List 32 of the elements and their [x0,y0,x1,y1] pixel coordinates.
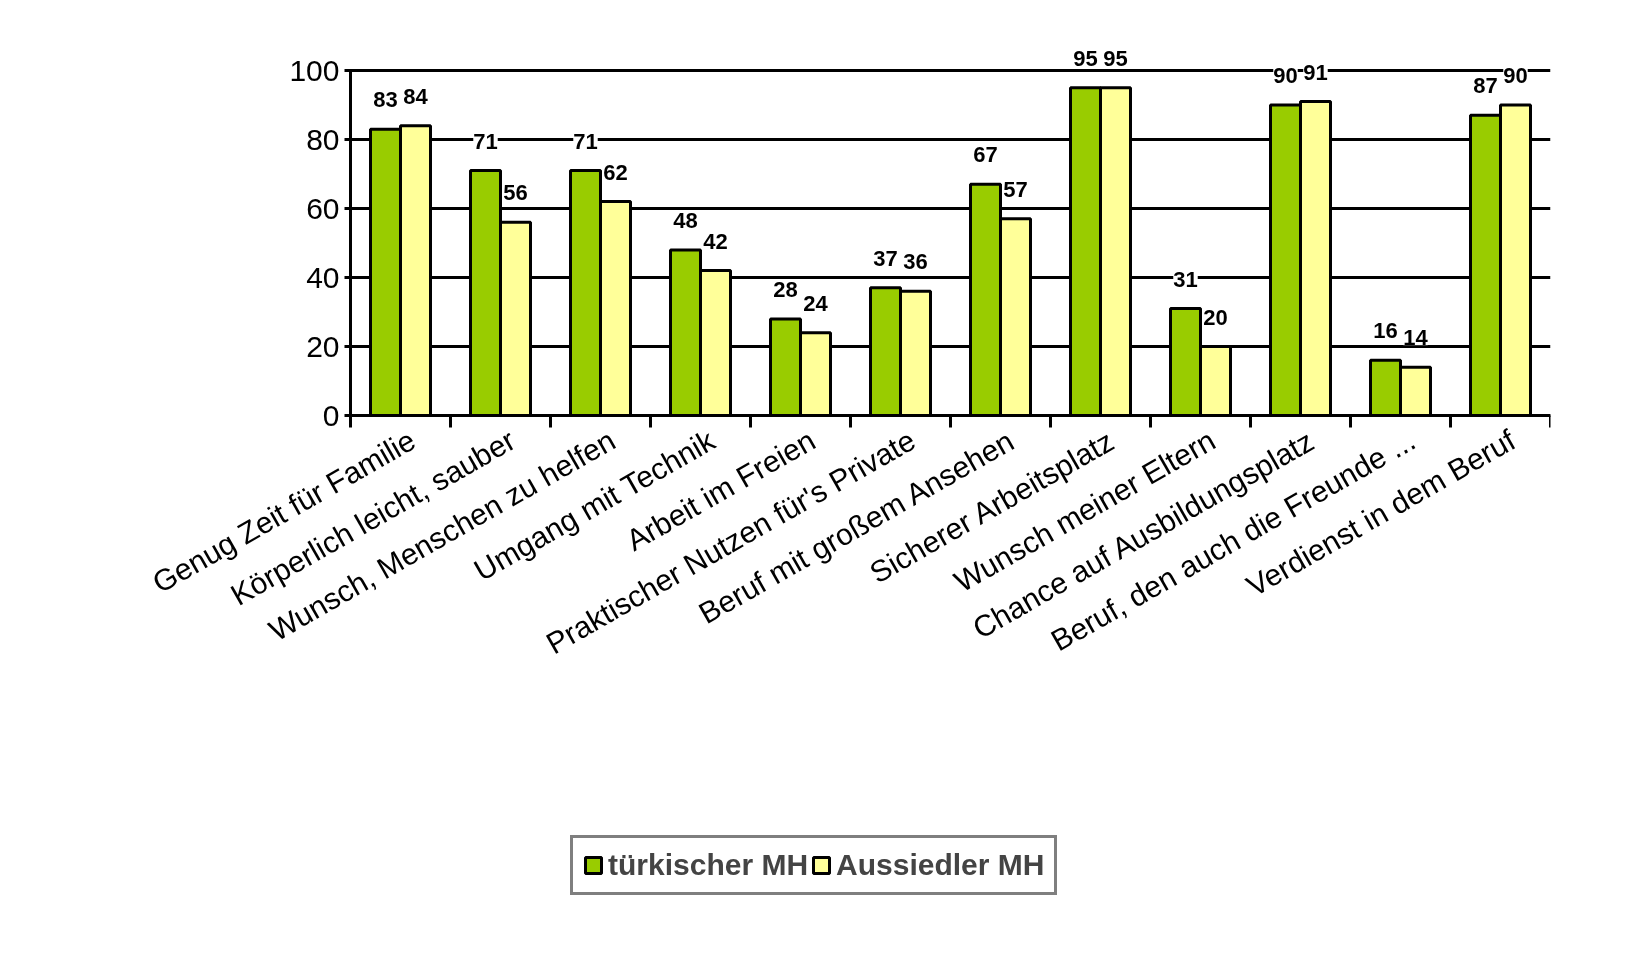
data-label: 37 [873,245,898,271]
data-label: 48 [673,207,698,233]
data-label: 28 [773,276,798,302]
data-label: 36 [903,249,928,275]
data-label: 91 [1303,59,1328,85]
data-label: 87 [1473,73,1498,99]
y-tick-label: 40 [306,260,340,294]
y-tick-label: 80 [306,122,340,156]
data-label: 57 [1003,176,1028,202]
data-label: 90 [1503,63,1528,88]
data-label: 71 [573,128,598,154]
data-label: 84 [403,83,429,109]
data-label: 83 [373,87,398,113]
data-label: 56 [503,180,528,206]
y-tick-label: 60 [306,191,340,225]
data-label: 62 [603,159,628,185]
data-label: 71 [473,128,498,154]
data-label: 31 [1173,266,1198,292]
data-label: 67 [973,142,998,168]
legend-label: türkischer MH [608,848,809,882]
data-label: 16 [1373,318,1398,344]
data-label: 90 [1273,63,1298,88]
data-label: 95 [1103,45,1128,71]
data-label: 42 [703,228,728,254]
data-label: 14 [1403,325,1429,351]
y-tick-label: 0 [322,398,340,432]
data-label: 95 [1073,45,1098,71]
legend-label: Aussiedler MH [836,848,1045,882]
data-label: 20 [1203,304,1228,330]
data-label: 24 [803,290,829,316]
y-tick-label: 100 [289,53,340,87]
y-tick-label: 20 [306,329,340,363]
